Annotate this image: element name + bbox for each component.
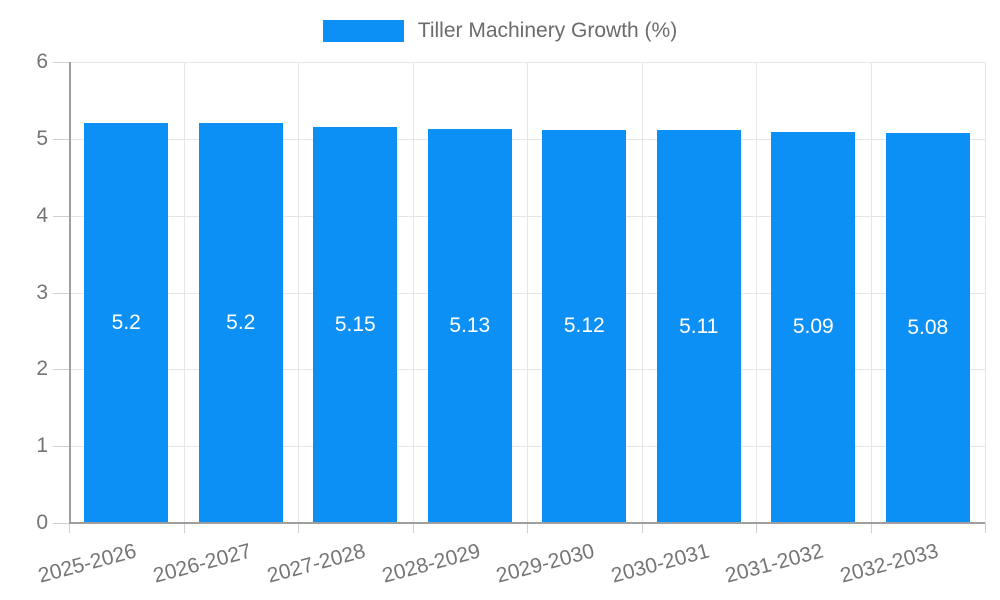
x-tick-label: 2026-2027 [150, 539, 254, 588]
legend: Tiller Machinery Growth (%) [0, 20, 1000, 42]
x-tick-label: 2025-2026 [36, 539, 140, 588]
plot-area: 0 1 2 3 4 5 6 5.2 2025-2026 5.2 2026-2027 5.15 2027-… [36, 50, 986, 588]
bar-value-label: 5.2 [111, 311, 141, 335]
x-gridline [985, 62, 986, 523]
x-tick-label: 2032-2033 [837, 539, 941, 588]
x-gridline [756, 62, 757, 523]
bar-value-label: 5.11 [679, 314, 719, 338]
x-tick [527, 523, 528, 533]
x-tick-label: 2031-2032 [723, 539, 827, 588]
x-gridline [412, 62, 414, 523]
x-tick-label: 2028-2029 [379, 539, 483, 588]
x-tick [985, 523, 986, 533]
x-tick [298, 523, 299, 533]
x-tick [412, 523, 414, 533]
bar[interactable]: 5.2 [198, 123, 283, 523]
x-gridline [183, 62, 185, 523]
y-tick [53, 523, 69, 524]
y-tick [53, 292, 69, 294]
x-tick-label: 2029-2030 [494, 539, 598, 588]
legend-item[interactable]: Tiller Machinery Growth (%) [322, 19, 678, 42]
x-gridline [527, 62, 528, 523]
bar[interactable]: 5.13 [427, 128, 512, 523]
bar-value-label: 5.15 [334, 313, 376, 337]
y-tick [53, 138, 69, 140]
bar-value-label: 5.09 [792, 315, 834, 339]
bar-value-label: 5.12 [563, 314, 605, 338]
x-axis-line [69, 522, 985, 524]
bar-value-label: 5.08 [907, 315, 949, 339]
x-tick [641, 523, 643, 533]
bar-value-label: 5.2 [226, 311, 256, 335]
y-tick-label: 0 [36, 511, 48, 534]
bar[interactable]: 5.12 [542, 129, 627, 523]
x-tick [870, 523, 872, 533]
bar[interactable]: 5.2 [84, 123, 169, 523]
x-gridline [870, 62, 872, 523]
y-tick-label: 2 [36, 357, 48, 381]
x-tick-label: 2030-2031 [608, 539, 712, 588]
bar[interactable]: 5.15 [313, 127, 398, 523]
x-tick [183, 523, 185, 533]
bar[interactable]: 5.09 [771, 131, 856, 523]
bar[interactable]: 5.11 [656, 130, 741, 523]
x-gridline [641, 62, 643, 523]
y-tick [53, 215, 69, 217]
y-tick [53, 369, 69, 371]
y-tick [53, 446, 69, 448]
y-tick-label: 5 [36, 126, 48, 150]
bar-value-label: 5.13 [449, 313, 491, 337]
y-tick-label: 6 [36, 50, 48, 73]
y-axis-line [69, 62, 71, 523]
y-tick-label: 4 [36, 203, 48, 227]
bar[interactable]: 5.08 [885, 132, 970, 523]
x-tick-label: 2027-2028 [265, 539, 369, 588]
y-tick [53, 62, 69, 63]
x-tick [69, 523, 70, 533]
legend-label: Tiller Machinery Growth (%) [417, 19, 678, 42]
x-tick [756, 523, 757, 533]
legend-swatch-icon [322, 20, 404, 42]
y-tick-label: 3 [36, 280, 48, 304]
y-tick-label: 1 [36, 434, 48, 458]
x-gridline [298, 62, 299, 523]
